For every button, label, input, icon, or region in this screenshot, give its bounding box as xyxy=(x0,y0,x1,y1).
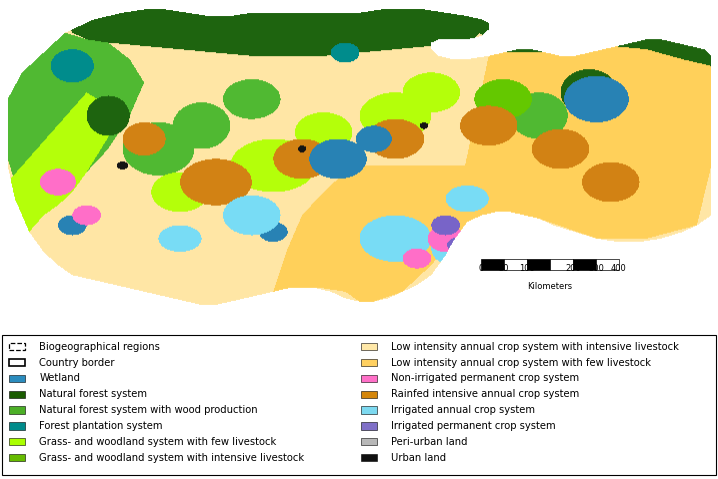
Text: 50: 50 xyxy=(499,264,509,273)
Text: Irrigated permanent crop system: Irrigated permanent crop system xyxy=(391,421,556,431)
Text: 100: 100 xyxy=(519,264,535,273)
Text: Grass- and woodland system with few livestock: Grass- and woodland system with few live… xyxy=(39,437,276,447)
Text: 300: 300 xyxy=(588,264,604,273)
Text: Low intensity annual crop system with intensive livestock: Low intensity annual crop system with in… xyxy=(391,342,679,352)
Bar xyxy=(361,343,377,350)
Bar xyxy=(9,343,25,350)
Bar xyxy=(9,438,25,445)
Text: Grass- and woodland system with intensive livestock: Grass- and woodland system with intensiv… xyxy=(39,453,304,463)
Bar xyxy=(361,391,377,398)
Bar xyxy=(361,407,377,414)
Bar xyxy=(361,375,377,382)
Bar xyxy=(361,454,377,461)
Bar xyxy=(9,454,25,461)
Text: Rainfed intensive annual crop system: Rainfed intensive annual crop system xyxy=(391,389,579,399)
Bar xyxy=(9,359,25,366)
Text: Non-irrigated permanent crop system: Non-irrigated permanent crop system xyxy=(391,374,579,383)
Text: Kilometers: Kilometers xyxy=(528,282,572,291)
Bar xyxy=(9,375,25,382)
Bar xyxy=(9,422,25,430)
Bar xyxy=(596,259,619,270)
Bar xyxy=(573,259,596,270)
Text: Irrigated annual crop system: Irrigated annual crop system xyxy=(391,405,536,415)
Bar xyxy=(504,259,527,270)
Bar xyxy=(361,438,377,445)
Text: Wetland: Wetland xyxy=(39,374,80,383)
Text: 400: 400 xyxy=(611,264,627,273)
Bar xyxy=(9,391,25,398)
Bar xyxy=(527,259,550,270)
Bar xyxy=(481,259,504,270)
Text: Country border: Country border xyxy=(39,357,115,367)
Text: Peri-urban land: Peri-urban land xyxy=(391,437,468,447)
Text: 200: 200 xyxy=(565,264,581,273)
Bar xyxy=(9,407,25,414)
Text: 0: 0 xyxy=(478,264,484,273)
Bar xyxy=(361,359,377,366)
Text: Low intensity annual crop system with few livestock: Low intensity annual crop system with fe… xyxy=(391,357,651,367)
Text: Natural forest system: Natural forest system xyxy=(39,389,147,399)
Text: Forest plantation system: Forest plantation system xyxy=(39,421,163,431)
Text: Biogeographical regions: Biogeographical regions xyxy=(39,342,160,352)
Bar xyxy=(361,422,377,430)
Text: Natural forest system with wood production: Natural forest system with wood producti… xyxy=(39,405,258,415)
Text: Urban land: Urban land xyxy=(391,453,447,463)
Bar xyxy=(550,259,573,270)
